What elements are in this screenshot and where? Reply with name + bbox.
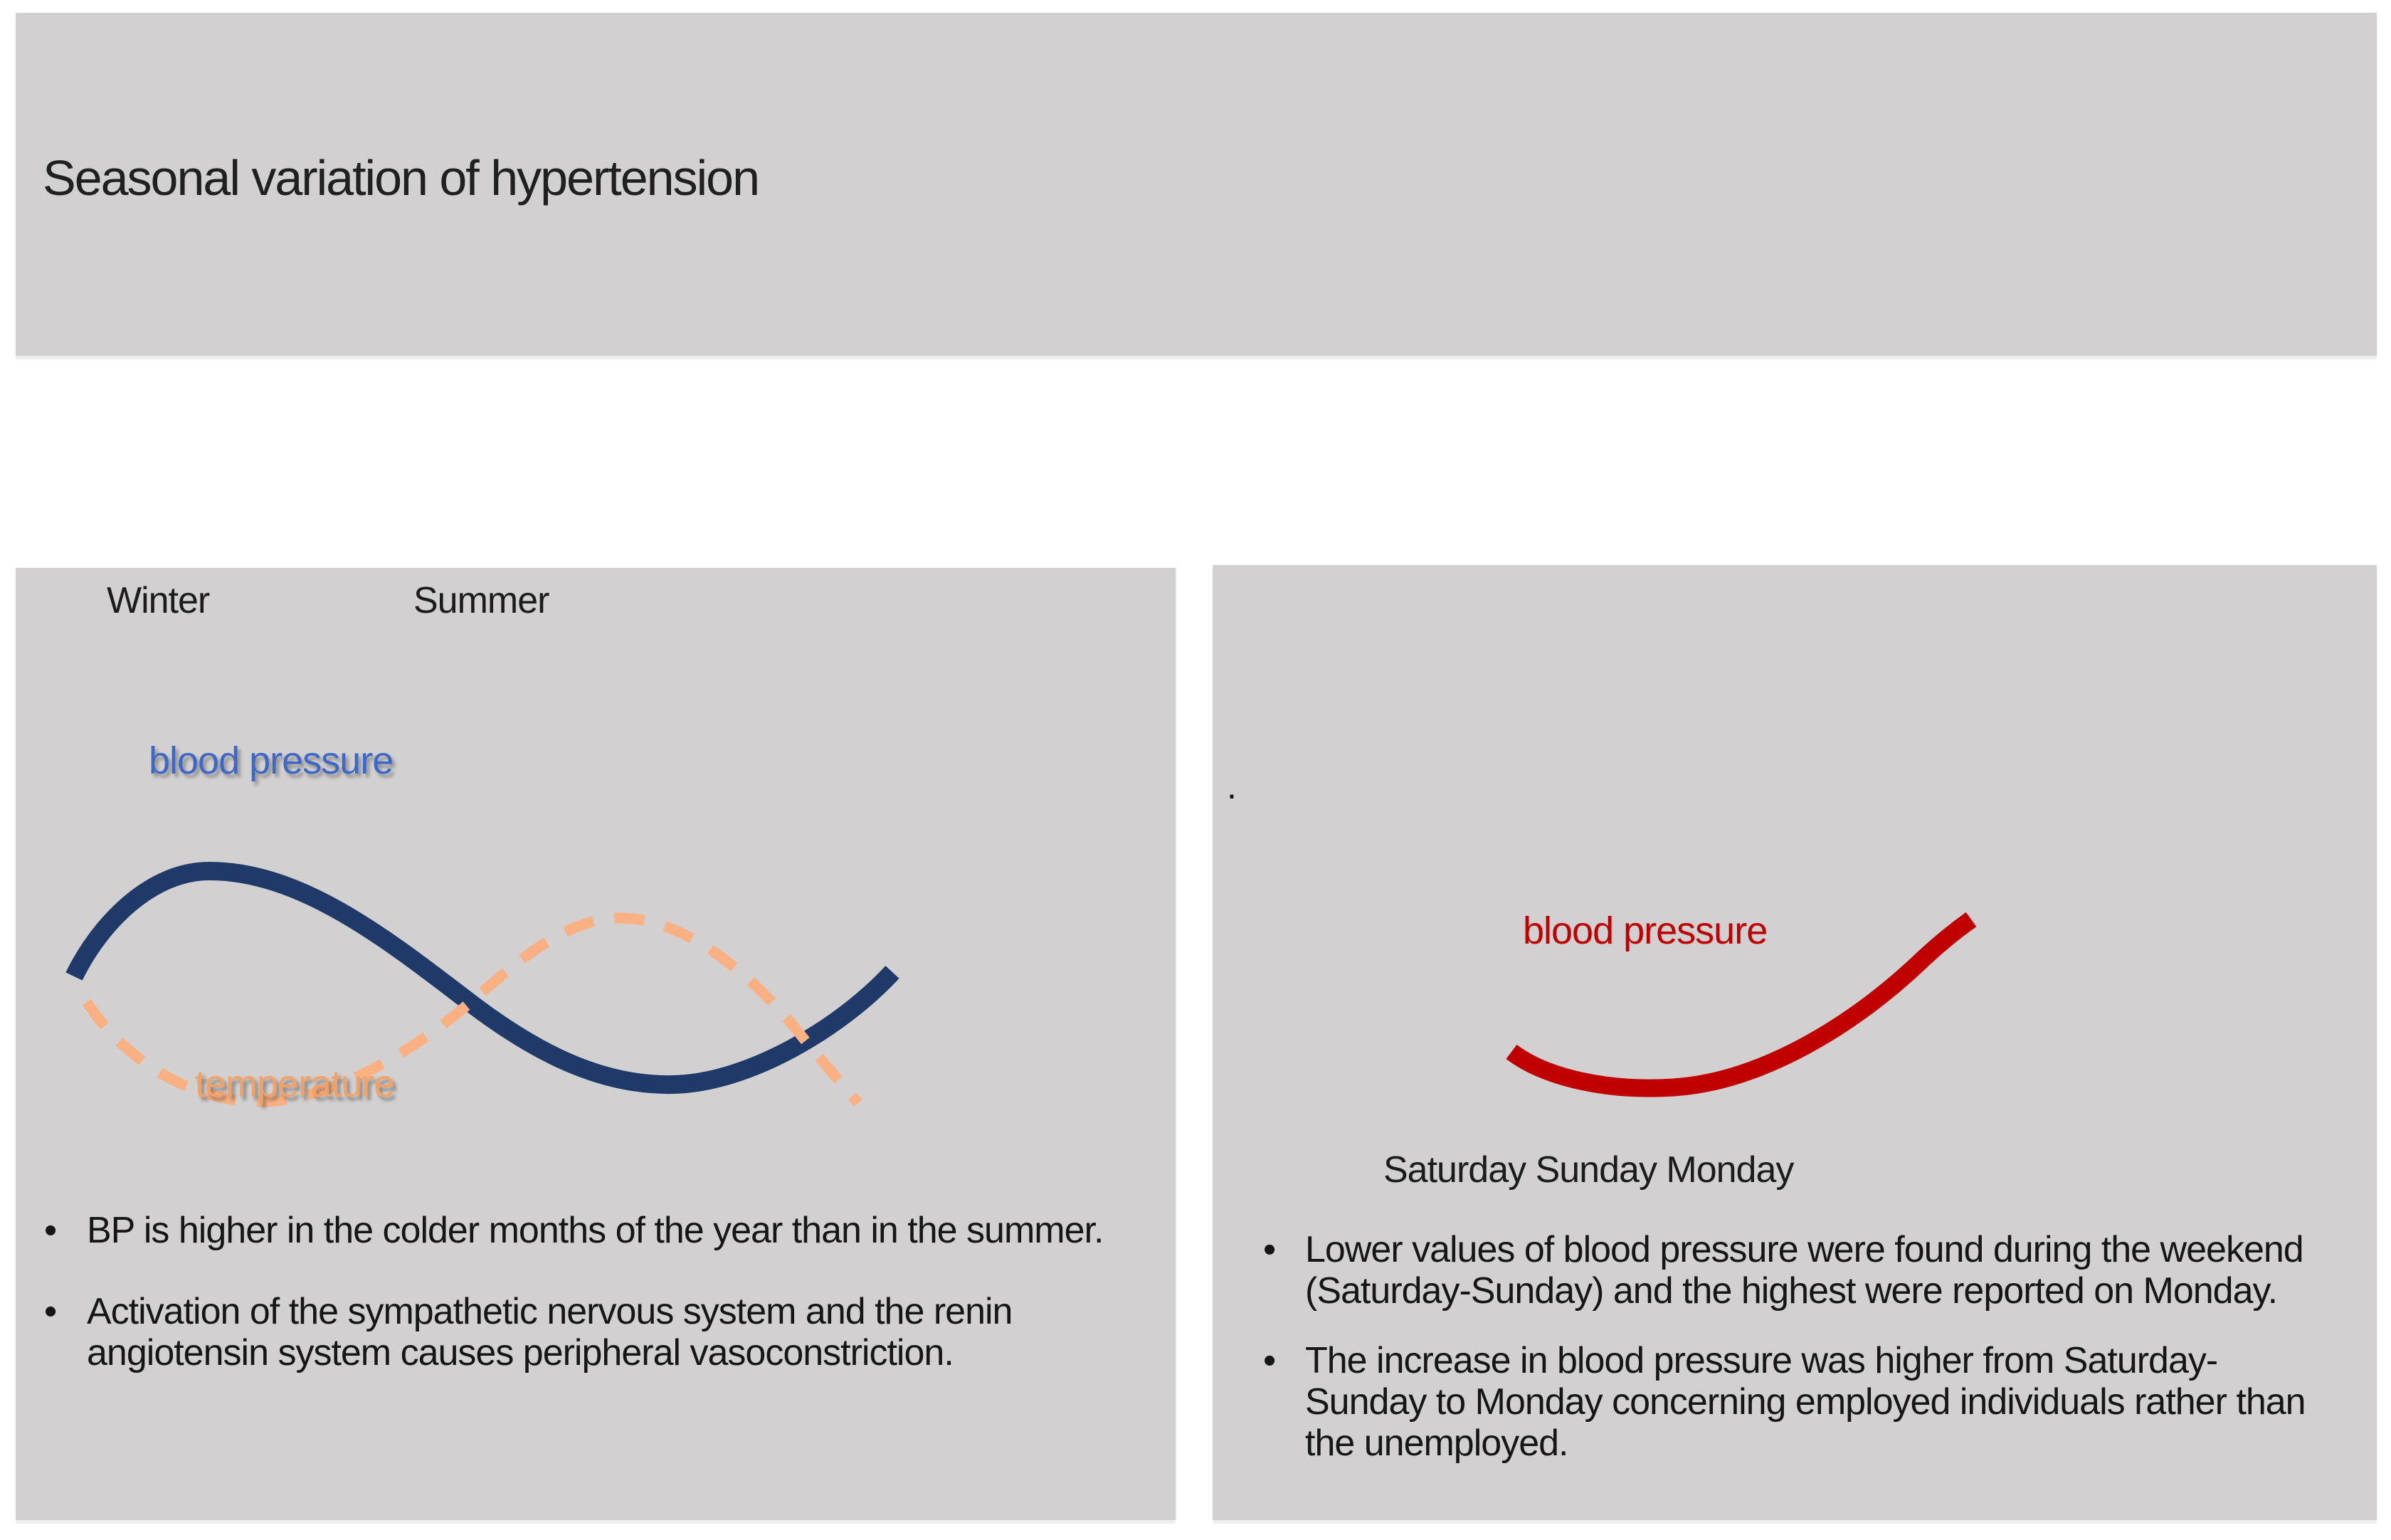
seasonal-curves-svg xyxy=(65,861,899,1107)
bullet-text: Activation of the sympathetic nervous sy… xyxy=(87,1291,1013,1373)
winter-label: Winter xyxy=(107,580,210,621)
bullet-marker: • xyxy=(1263,1340,1276,1381)
slide-title: Seasonal variation of hypertension xyxy=(43,150,760,206)
bullet-text: BP is higher in the colder months of the… xyxy=(87,1210,1104,1251)
stray-period-dot: . xyxy=(1227,766,1237,806)
day-labels: Saturday Sunday Monday xyxy=(1383,1149,1794,1191)
bullet-item: • Activation of the sympathetic nervous … xyxy=(44,1291,1140,1373)
seasonal-variation-panel: Winter Summer blood pressure temperature… xyxy=(16,568,1176,1520)
blood-pressure-curve-left xyxy=(65,861,899,1095)
bullet-text: The increase in blood pressure was highe… xyxy=(1305,1340,2306,1464)
bullet-marker: • xyxy=(1263,1229,1276,1270)
left-bullet-list: • BP is higher in the colder months of t… xyxy=(44,1210,1140,1373)
weekend-variation-panel: . blood pressure Saturday Sunday Monday … xyxy=(1213,565,2377,1520)
bullet-item: • The increase in blood pressure was hig… xyxy=(1263,1340,2326,1464)
bullet-marker: • xyxy=(44,1210,57,1251)
temperature-curve xyxy=(82,912,862,1107)
temperature-label: temperature xyxy=(195,1062,395,1105)
bullet-item: • Lower values of blood pressure were fo… xyxy=(1263,1229,2326,1312)
bullet-item: • BP is higher in the colder months of t… xyxy=(44,1210,1140,1251)
bullet-marker: • xyxy=(44,1291,57,1332)
blood-pressure-label-left: blood pressure xyxy=(149,739,394,782)
right-bullet-list: • Lower values of blood pressure were fo… xyxy=(1263,1229,2326,1464)
blood-pressure-curve-right xyxy=(1506,912,1977,1097)
blood-pressure-label-right: blood pressure xyxy=(1523,909,1768,952)
summer-label: Summer xyxy=(413,580,549,621)
title-bar: Seasonal variation of hypertension xyxy=(16,13,2377,356)
weekday-curve-svg xyxy=(1506,912,1977,1097)
bullet-text: Lower values of blood pressure were foun… xyxy=(1305,1229,2304,1312)
